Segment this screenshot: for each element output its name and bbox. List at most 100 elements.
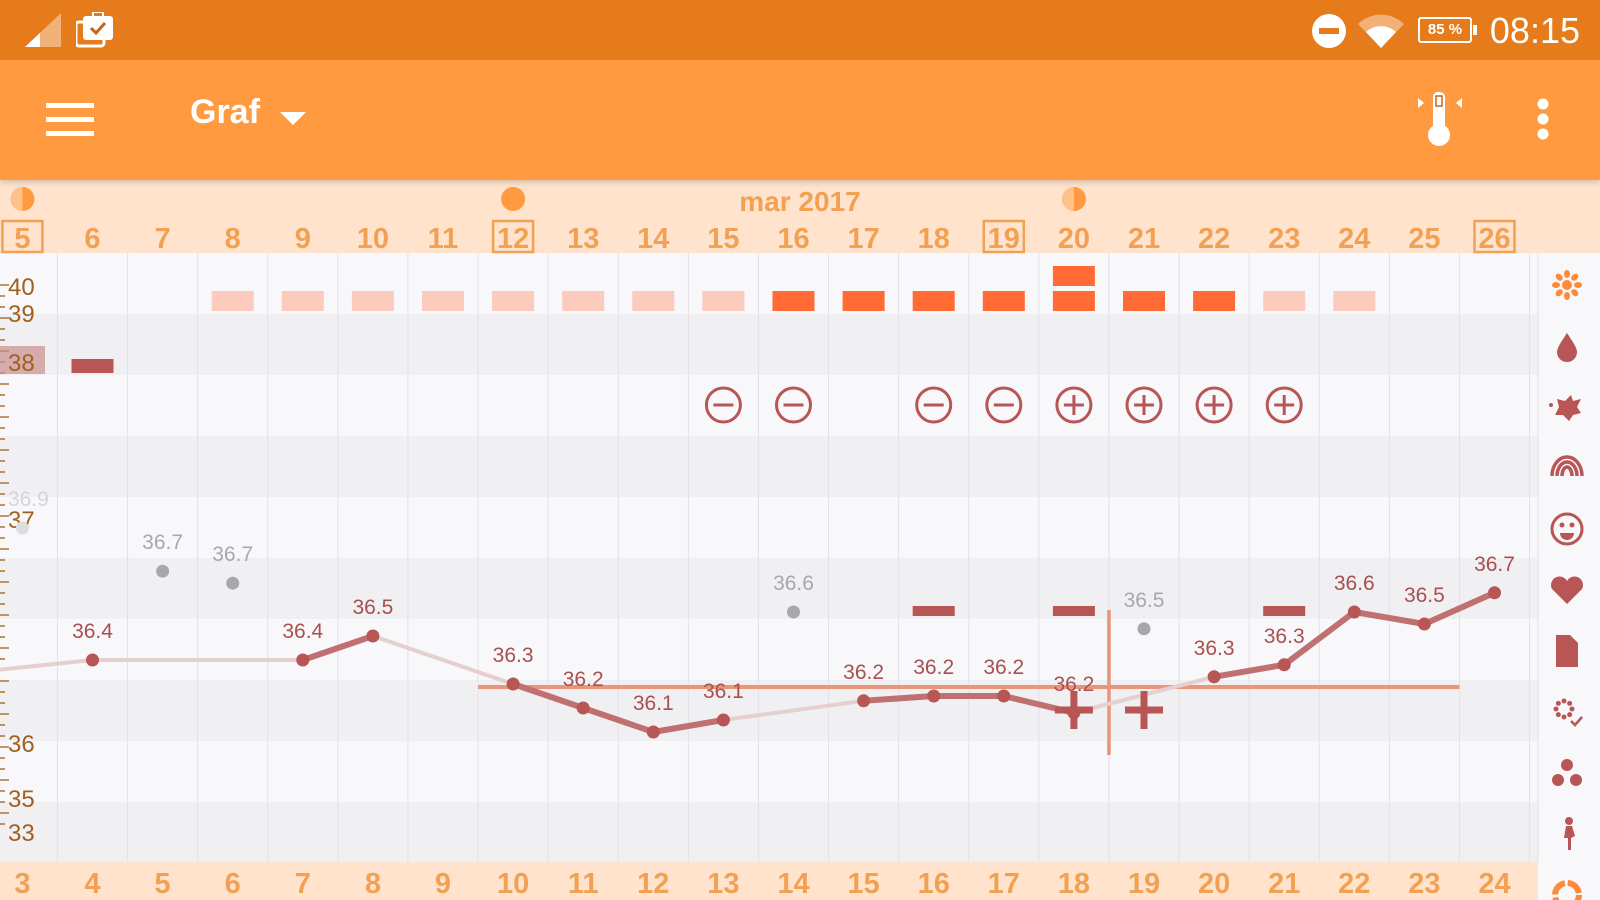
dash-mark bbox=[1052, 606, 1095, 616]
excluded-temperature-point bbox=[787, 605, 800, 619]
cycle-day-label: 6 bbox=[225, 868, 241, 900]
temperature-label: 36.7 bbox=[1474, 553, 1515, 576]
sunday-box bbox=[1473, 219, 1516, 254]
status-bar: 85 % 08:15 bbox=[0, 0, 1600, 60]
date-label: 22 bbox=[1198, 223, 1230, 255]
temperature-line bbox=[1351, 609, 1428, 627]
test-minus-icon bbox=[985, 386, 1023, 424]
flower-icon[interactable] bbox=[1552, 270, 1582, 300]
y-axis-label: 38 bbox=[8, 350, 35, 377]
cycle-day-axis bbox=[0, 862, 1538, 900]
cycle-day-label: 22 bbox=[1338, 868, 1370, 900]
thermometer-icon[interactable] bbox=[1418, 90, 1462, 150]
mucus-bar bbox=[842, 291, 885, 311]
temperature-label: 36.3 bbox=[493, 644, 534, 667]
date-label: 8 bbox=[225, 223, 241, 255]
battery-icon: 85 % bbox=[1418, 17, 1477, 43]
temperature-label: 36.5 bbox=[1404, 584, 1445, 607]
date-label: 14 bbox=[637, 223, 669, 255]
mucus-bar bbox=[1193, 291, 1236, 311]
cycle-chart[interactable]: mar 2017 5 6 7 8 9 10 11 12 13 14 15 16 17 18 19 20 21 22 2… bbox=[0, 180, 1600, 900]
signal-icon bbox=[25, 13, 61, 47]
petal bbox=[1571, 289, 1579, 297]
grid-band bbox=[0, 680, 1538, 741]
cycle-day-label: 20 bbox=[1198, 868, 1230, 900]
pregnant-icon[interactable] bbox=[1564, 817, 1575, 850]
date-label: 5 bbox=[14, 223, 30, 255]
cervix-icon[interactable] bbox=[1550, 455, 1584, 477]
sunday-box bbox=[1, 219, 44, 254]
y-axis-label: 33 bbox=[8, 820, 35, 847]
temperature-point bbox=[1067, 706, 1081, 720]
mucus-bar bbox=[1052, 291, 1095, 311]
flower-check-icon[interactable] bbox=[1553, 698, 1583, 727]
excluded-temperature-label: 36.7 bbox=[142, 531, 183, 554]
cycle-day-label: 19 bbox=[1128, 868, 1160, 900]
cycle-day-label: 5 bbox=[155, 868, 171, 900]
temperature-line bbox=[580, 705, 657, 735]
cycle-icon[interactable] bbox=[1552, 880, 1582, 900]
petal bbox=[1567, 712, 1573, 718]
cycle-day-label: 7 bbox=[295, 868, 311, 900]
ring bbox=[1560, 465, 1574, 477]
test-minus-icon bbox=[915, 386, 953, 424]
petal-center bbox=[1562, 280, 1572, 290]
grid-band bbox=[0, 802, 1538, 863]
date-label: 17 bbox=[847, 223, 879, 255]
temperature-point bbox=[716, 713, 730, 727]
mouth bbox=[1560, 533, 1574, 540]
menu-icon[interactable] bbox=[46, 101, 94, 137]
excluded-temperature-label: 36.9 bbox=[8, 488, 49, 511]
petal bbox=[1561, 698, 1567, 704]
briefcase-check-icon bbox=[76, 12, 113, 48]
temperature-line bbox=[1421, 589, 1498, 627]
temperature-point bbox=[646, 725, 660, 739]
temperature-label: 36.1 bbox=[633, 692, 674, 715]
cycle-day-label: 4 bbox=[84, 868, 100, 900]
cycle-day-label: 8 bbox=[365, 868, 381, 900]
temperature-line-faded bbox=[370, 634, 516, 686]
petal bbox=[1555, 700, 1561, 706]
petal bbox=[1553, 706, 1559, 712]
dot bbox=[1552, 774, 1564, 786]
test-minus-icon bbox=[775, 386, 812, 424]
temperature-label: 36.2 bbox=[1053, 673, 1094, 696]
cycle-day-label: 13 bbox=[707, 868, 739, 900]
temperature-point bbox=[296, 653, 310, 667]
excluded-temperature-point bbox=[226, 576, 240, 590]
petal bbox=[1561, 714, 1567, 720]
petal bbox=[1555, 289, 1563, 297]
y-axis-label: 40 bbox=[8, 274, 35, 301]
temperature-label: 36.2 bbox=[983, 656, 1024, 679]
mucus-bar bbox=[982, 291, 1025, 311]
dash-mark bbox=[1263, 606, 1306, 616]
sunday-box bbox=[491, 219, 535, 254]
date-label: 6 bbox=[84, 223, 100, 255]
app-bar: Graf bbox=[0, 60, 1600, 180]
cycle-day-label: 17 bbox=[988, 868, 1020, 900]
splat-icon[interactable] bbox=[1549, 395, 1581, 421]
smile-icon[interactable] bbox=[1550, 512, 1584, 546]
dot bbox=[1570, 774, 1582, 786]
document-icon[interactable] bbox=[1556, 635, 1578, 667]
heart-icon[interactable] bbox=[1551, 576, 1583, 605]
cycle-day-label: 12 bbox=[637, 868, 669, 900]
grid-band bbox=[0, 497, 1538, 558]
more-vert-icon[interactable] bbox=[1535, 98, 1551, 142]
drop-icon[interactable] bbox=[1557, 333, 1577, 362]
mucus-bar bbox=[632, 291, 675, 311]
test-plus-icon bbox=[1055, 386, 1093, 424]
view-title: Graf bbox=[190, 93, 260, 131]
temperature-point bbox=[997, 689, 1011, 703]
heart bbox=[1551, 576, 1583, 604]
temperature-label: 36.3 bbox=[1264, 625, 1305, 648]
drop bbox=[1557, 333, 1577, 362]
date-label: 10 bbox=[357, 223, 389, 255]
date-label: 20 bbox=[1058, 223, 1090, 255]
eye bbox=[1569, 522, 1575, 528]
check bbox=[1570, 716, 1583, 727]
dots-icon[interactable] bbox=[1552, 759, 1582, 786]
mucus-bar bbox=[702, 291, 745, 311]
half-moon-shade bbox=[22, 187, 35, 211]
temperature-label: 36.2 bbox=[843, 661, 884, 684]
